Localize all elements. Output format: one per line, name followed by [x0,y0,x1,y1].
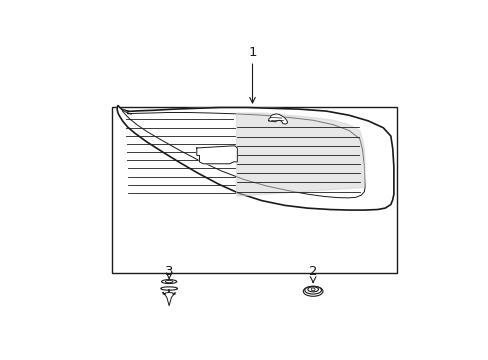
Polygon shape [268,114,287,124]
Polygon shape [122,109,365,198]
Polygon shape [196,146,237,164]
Bar [112,107,396,273]
Polygon shape [117,105,393,210]
Polygon shape [236,113,365,196]
Ellipse shape [307,287,318,292]
Ellipse shape [304,286,321,294]
Ellipse shape [161,287,177,290]
Ellipse shape [161,280,176,284]
Ellipse shape [165,280,173,283]
Text: 3: 3 [164,265,173,278]
Ellipse shape [303,286,323,296]
Polygon shape [163,292,175,306]
Text: 4: 4 [282,140,290,153]
Text: 1: 1 [248,46,256,59]
Text: 2: 2 [308,265,317,278]
Circle shape [311,288,314,291]
